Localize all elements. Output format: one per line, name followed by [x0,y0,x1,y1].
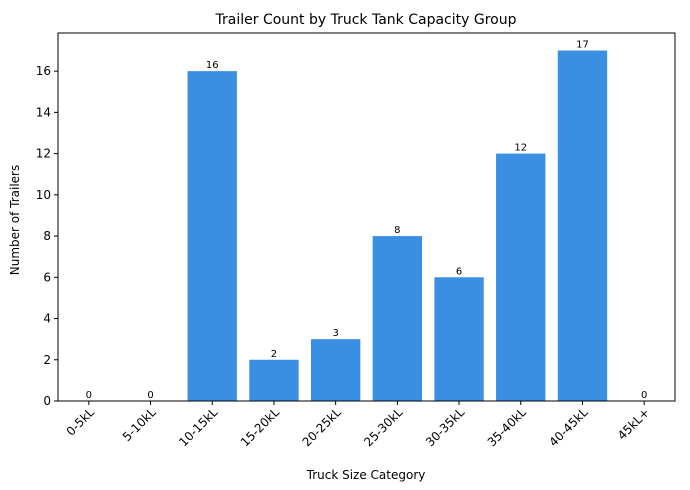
x-tick-label: 25-30kL [361,405,405,449]
data-label: 12 [514,143,527,154]
data-label: 8 [394,225,400,236]
y-tick-label: 14 [36,105,51,119]
data-label: 16 [206,60,219,71]
y-tick-label: 2 [43,353,51,367]
data-label: 6 [456,266,462,277]
data-label: 17 [576,40,589,51]
data-label: 3 [332,328,338,339]
x-tick-label: 40-45kL [546,405,590,449]
x-axis-label: Truck Size Category [306,468,426,482]
x-tick-label: 10-15kL [176,405,220,449]
x-tick-label: 5-10kL [120,405,159,444]
x-tick-label: 45kL+ [615,405,652,442]
y-tick-label: 0 [43,394,51,408]
chart-title: Trailer Count by Truck Tank Capacity Gro… [215,12,517,28]
x-tick-label: 35-40kL [485,405,529,449]
data-label: 2 [271,349,277,360]
data-label: 0 [147,390,153,401]
y-tick-label: 4 [43,312,51,326]
x-tick-label: 20-25kL [300,405,344,449]
x-tick-label: 15-20kL [238,405,282,449]
bar [372,236,423,401]
data-label: 0 [86,390,92,401]
x-tick-label: 30-35kL [423,405,467,449]
axes-frame [57,32,676,402]
bar [249,359,299,401]
bar [557,50,608,402]
y-tick-label: 6 [43,270,51,284]
y-axis-label: Number of Trailers [8,165,22,276]
y-tick-label: 8 [43,229,51,243]
y-tick-label: 16 [36,64,51,78]
bar [434,277,484,401]
bar [496,153,546,401]
y-tick-label: 12 [36,147,51,161]
x-tick-label: 0-5kL [64,405,98,439]
y-tick-label: 10 [36,188,51,202]
data-label: 0 [641,390,647,401]
plot-area: 0 0 16 2 3 8 6 12 17 0 0 2 4 6 8 10 12 14 16 0-5kL 5-10kL 10-… [36,32,676,449]
bar [187,71,237,402]
bar [310,339,361,401]
